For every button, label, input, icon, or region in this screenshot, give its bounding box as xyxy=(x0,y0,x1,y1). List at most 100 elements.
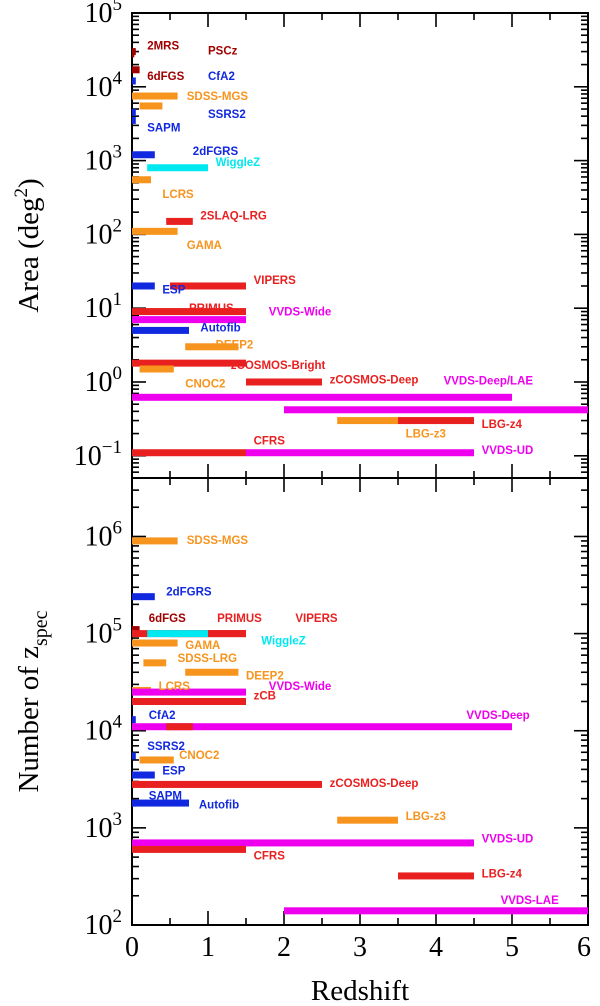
label-primus: PRIMUS xyxy=(189,303,234,315)
y-tick-label: 105 xyxy=(85,0,123,29)
bar-sdss-mgs xyxy=(132,537,178,545)
label-vvds-ud: VVDS-UD xyxy=(482,833,534,845)
bar-deep2 xyxy=(185,343,239,351)
label-deep2: DEEP2 xyxy=(246,671,284,683)
y-tick-label: 102 xyxy=(85,906,123,941)
label-2slaq-lrg: 2SLAQ-LRG xyxy=(200,211,267,223)
label-ssrs2: SSRS2 xyxy=(208,109,246,121)
y-tick-label: 105 xyxy=(85,615,123,650)
label-wigglez: WiggleZ xyxy=(216,157,261,169)
bar-sdss-lrg xyxy=(143,659,167,667)
bar-gama xyxy=(132,639,178,647)
bar-vvds-deep-lae xyxy=(284,406,588,414)
bar-vvds-wide xyxy=(132,316,246,324)
y-tick-label: 104 xyxy=(85,712,123,747)
label-sapm: SAPM xyxy=(149,791,182,803)
label-vvds-ud: VVDS-UD xyxy=(482,445,534,457)
redshift-axis: 0 1 2 3 4 5 6 Redshift xyxy=(125,932,591,1006)
label-cfrs: CFRS xyxy=(254,436,286,448)
bar-cnoc2 xyxy=(139,365,174,373)
bar-zcb xyxy=(132,698,246,705)
label-autofib: Autofib xyxy=(200,322,240,334)
bar-wigglez xyxy=(147,164,208,172)
bar-wigglez xyxy=(147,630,208,638)
label-sdss-lrg: SDSS-LRG xyxy=(178,653,237,665)
label-lcrs: LCRS xyxy=(162,189,194,201)
label-esp: ESP xyxy=(162,765,185,777)
label-sapm: SAPM xyxy=(147,123,180,135)
label-lbg-z4: LBG-z4 xyxy=(482,868,523,880)
label-vvds-lae: VVDS-LAE xyxy=(501,895,559,907)
bar-esp xyxy=(132,771,155,779)
label-vvds-deep: VVDS-Deep xyxy=(466,710,529,722)
label-sdss-mgs: SDSS-MGS xyxy=(187,91,249,103)
bar-lbg-z3 xyxy=(337,816,398,824)
bar-2dfgrs xyxy=(132,593,155,601)
bar-gama xyxy=(132,227,178,235)
y-tick-label: 101 xyxy=(85,289,123,324)
label-vipers: VIPERS xyxy=(254,275,297,287)
bar-zcosmos-bright xyxy=(132,359,246,367)
label-zcosmos-bright: zCOSMOS-Bright xyxy=(231,360,326,372)
label-zcosmos-deep: zCOSMOS-Deep xyxy=(330,375,419,387)
bar-6dfgs xyxy=(132,66,140,74)
label-lbg-z3: LBG-z3 xyxy=(406,429,446,441)
y-axis-label: Number of zspec xyxy=(13,610,52,792)
y-axis-label: Area (deg2) xyxy=(11,178,45,312)
label-sdss-mgs: SDSS-MGS xyxy=(187,535,249,547)
bar-cfa2 xyxy=(132,716,136,724)
label-cnoc2: CNOC2 xyxy=(185,379,225,391)
bar-zcb xyxy=(166,723,193,731)
x-axis-label: Redshift xyxy=(311,975,409,1006)
bar-zcosmos-deep xyxy=(246,378,322,386)
label-pscz: PSCz xyxy=(208,46,238,58)
bar-cnoc2 xyxy=(139,756,174,764)
label-cfa2: CfA2 xyxy=(149,710,176,722)
x-tick-label: 1 xyxy=(201,932,215,963)
label-6dfgs: 6dFGS xyxy=(149,613,186,625)
label-vipers: VIPERS xyxy=(295,613,338,625)
bar-vvds-wide xyxy=(132,688,246,696)
y-tick-label: 102 xyxy=(85,215,123,250)
bar-vvds-deep xyxy=(132,723,512,731)
bar-cfa2 xyxy=(132,77,136,85)
label-autofib: Autofib xyxy=(199,799,239,811)
bar-esp xyxy=(132,282,155,290)
bar-vvds-lae xyxy=(284,907,588,915)
bar-2slaq-lrg xyxy=(166,217,193,225)
label-6dfgs: 6dFGS xyxy=(147,71,184,83)
bar-sdss-mgs xyxy=(139,102,163,110)
bar-autofib xyxy=(132,326,189,334)
bar-pscz xyxy=(132,50,135,58)
label-cfa2: CfA2 xyxy=(208,71,235,83)
label-2dfgrs: 2dFGRS xyxy=(166,587,212,599)
label-2dfgrs: 2dFGRS xyxy=(193,146,239,158)
x-tick-label: 4 xyxy=(429,932,443,963)
bar-6dfgs xyxy=(132,626,140,634)
label-gama: GAMA xyxy=(187,240,222,252)
y-tick-label: 106 xyxy=(85,517,123,552)
bar-vvds-ud xyxy=(246,449,474,457)
label-vvds-deep-lae: VVDS-Deep/LAE xyxy=(444,375,534,387)
bar-vvds-deep-lae xyxy=(132,393,512,401)
label-zcb: zCB xyxy=(254,691,276,703)
bar-primus xyxy=(132,308,246,316)
label-lbg-z4: LBG-z4 xyxy=(482,419,523,431)
label-lbg-z3: LBG-z3 xyxy=(406,811,446,823)
bar-sapm xyxy=(132,116,136,124)
label-wigglez: WiggleZ xyxy=(261,635,306,647)
y-tick-label: 104 xyxy=(85,68,123,103)
y-tick-label: 103 xyxy=(85,142,123,177)
label-primus: PRIMUS xyxy=(217,613,262,625)
bar-lcrs xyxy=(132,176,151,184)
bar-autofib xyxy=(132,799,189,807)
label-cnoc2: CNOC2 xyxy=(179,750,219,762)
bar-ssrs2 xyxy=(132,108,136,116)
label-deep2: DEEP2 xyxy=(216,340,254,352)
bar-vvds-ud xyxy=(132,839,474,847)
bar-lbg-z4 xyxy=(398,872,474,880)
label-lcrs: LCRS xyxy=(159,681,191,693)
x-tick-label: 3 xyxy=(353,932,367,963)
label-esp: ESP xyxy=(162,284,185,296)
